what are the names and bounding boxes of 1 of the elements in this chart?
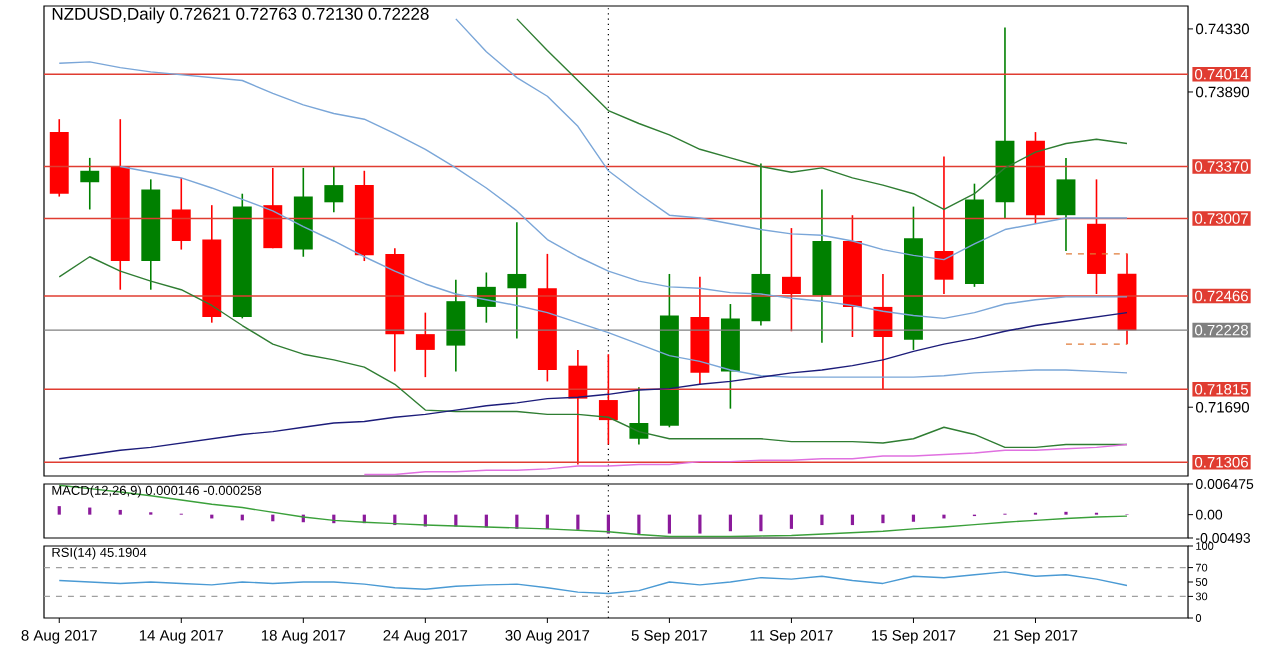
chart-title: NZDUSD,Daily 0.72621 0.72763 0.72130 0.72228 — [52, 7, 429, 24]
